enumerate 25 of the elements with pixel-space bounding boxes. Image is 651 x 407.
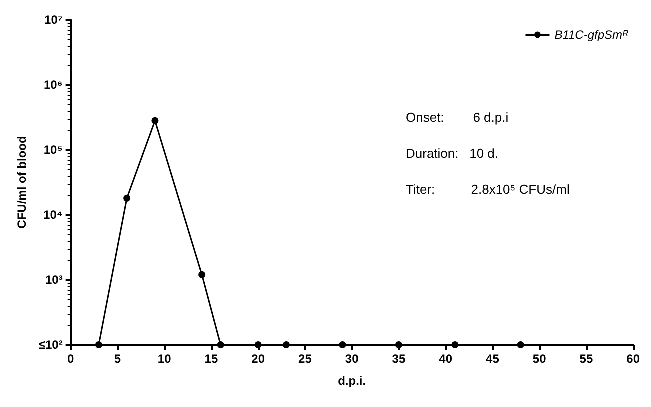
y-tick-label: 10⁶: [44, 78, 63, 92]
x-tick-label: 30: [345, 352, 360, 366]
x-tick-label: 60: [626, 352, 640, 366]
x-tick-label: 55: [580, 352, 594, 366]
y-tick-label: 10⁵: [44, 143, 63, 157]
y-axis-title: CFU/ml of blood: [15, 136, 29, 229]
annotation: Duration: 10 d.: [406, 146, 498, 161]
x-tick-label: 20: [252, 352, 266, 366]
x-tick-label: 15: [204, 352, 218, 366]
x-tick-label: 25: [298, 352, 312, 366]
x-tick-label: 50: [532, 352, 547, 366]
y-tick-label: 10⁷: [44, 13, 63, 27]
x-tick-label: 10: [158, 352, 172, 366]
x-tick-label: 35: [392, 352, 406, 366]
x-tick-label: 45: [486, 352, 500, 366]
x-tick-label: 0: [67, 352, 74, 366]
x-tick-label: 5: [114, 352, 122, 366]
annotation: Onset: 6 d.p.i: [406, 110, 509, 125]
y-tick-label: 10⁴: [44, 208, 63, 222]
y-tick-label: 10³: [45, 273, 63, 287]
legend-label: B11C-gfpSmᴿ: [554, 28, 629, 42]
y-tick-label: ≤10²: [38, 338, 63, 352]
x-axis-title: d.p.i.: [338, 374, 366, 388]
annotation: Titer: 2.8x10⁵ CFUs/ml: [406, 182, 570, 197]
x-tick-label: 40: [439, 352, 453, 366]
